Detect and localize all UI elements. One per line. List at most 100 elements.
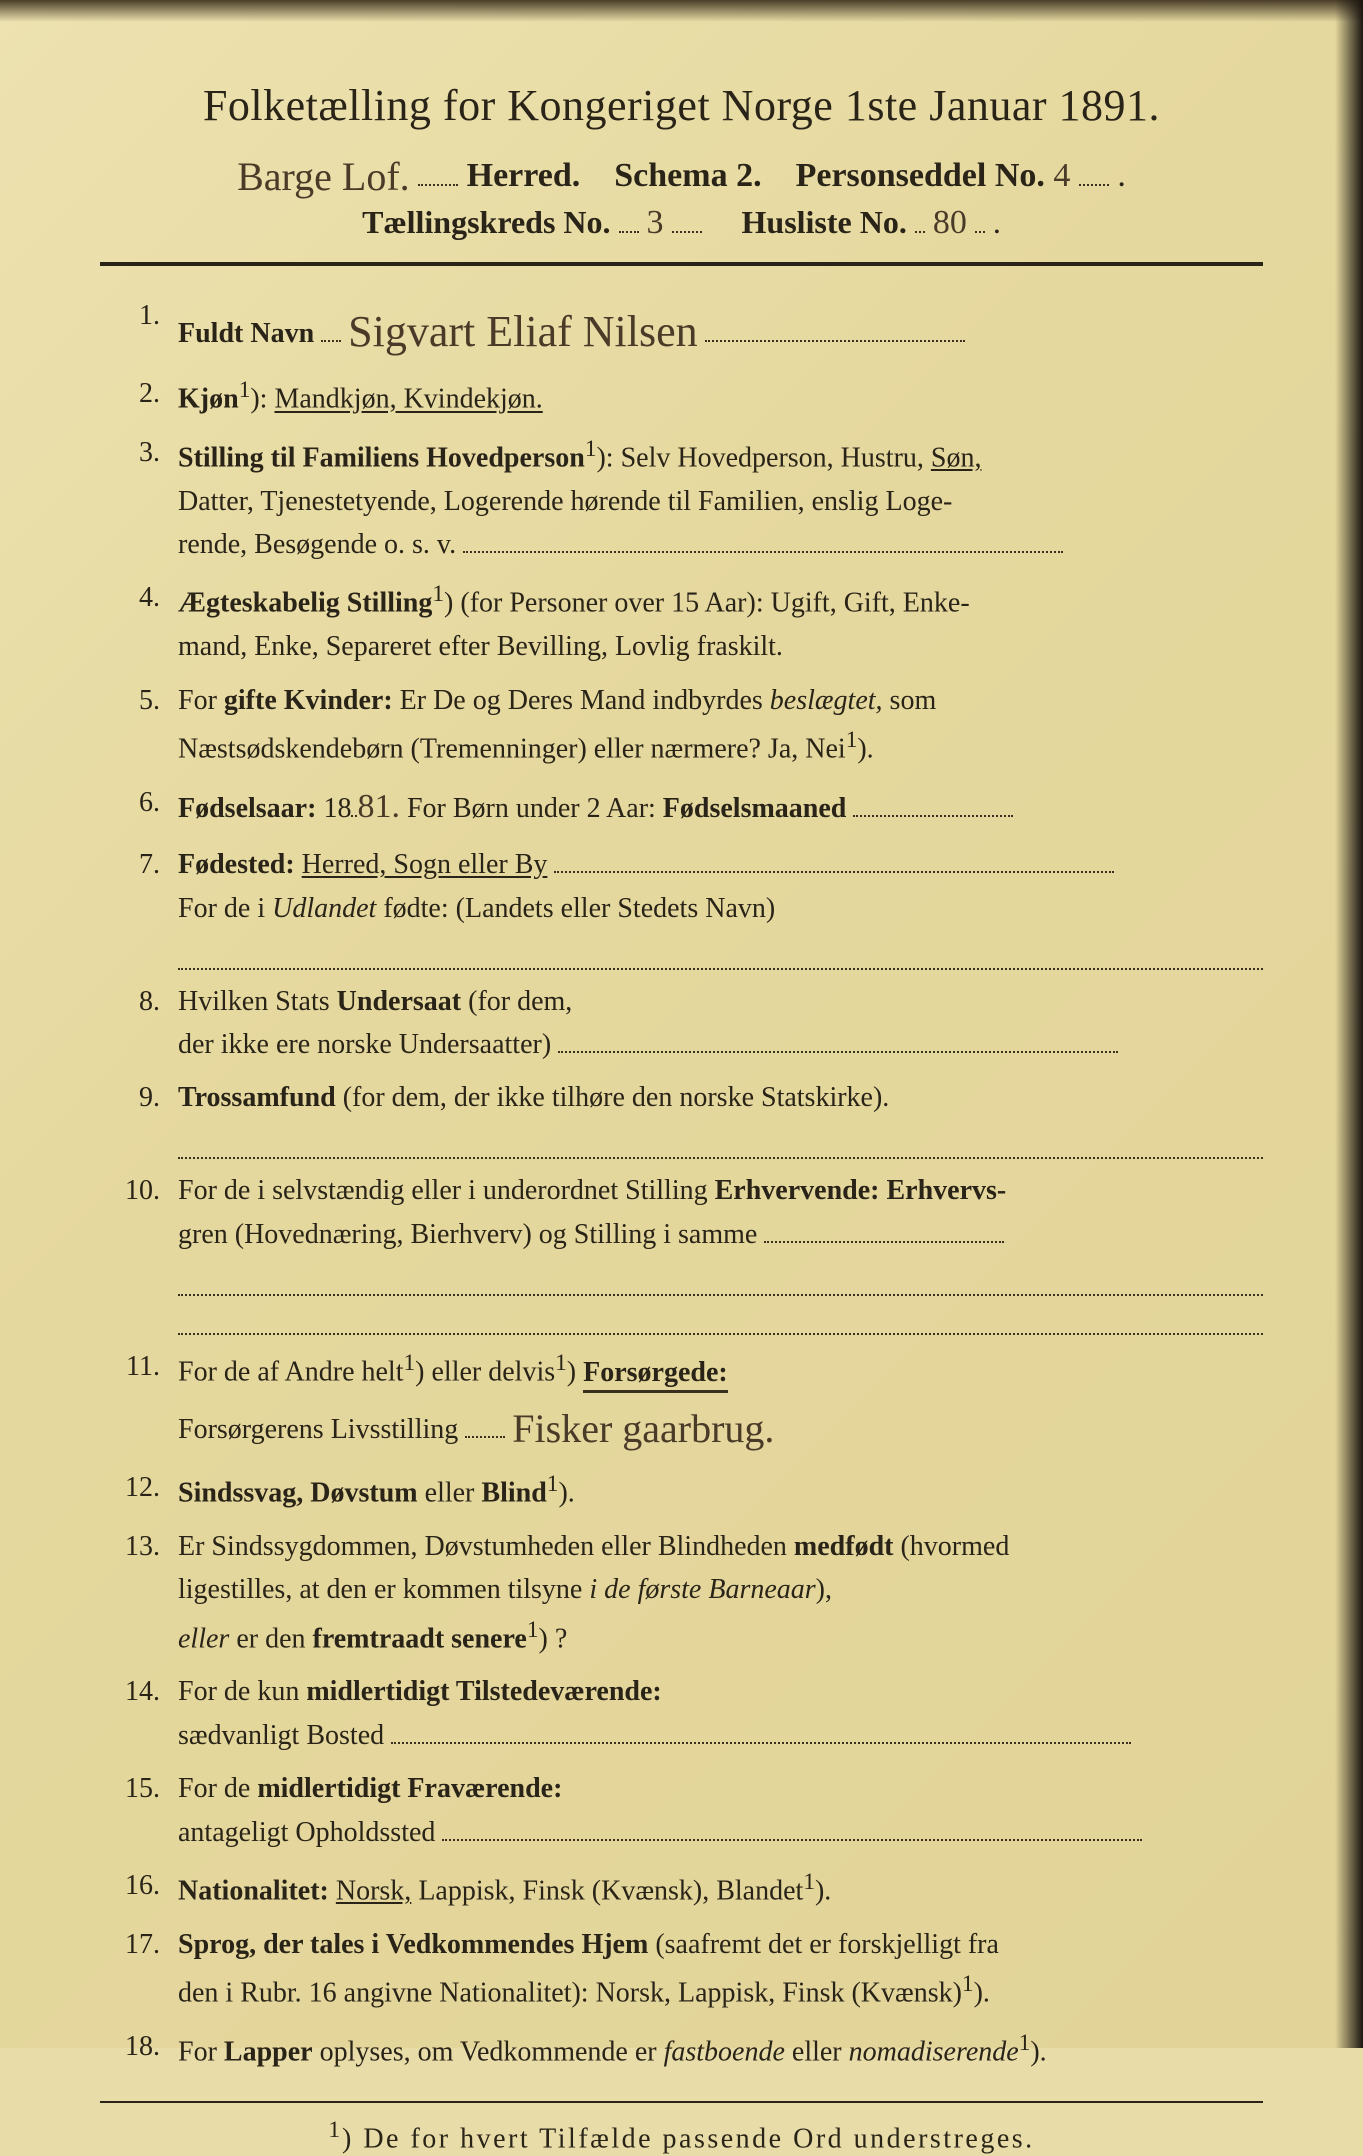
q12-label: Sindssvag, Døvstum bbox=[178, 1477, 418, 1508]
q14: For de kun midlertidigt Tilstedeværende:… bbox=[100, 1670, 1263, 1757]
dots bbox=[853, 796, 1013, 817]
q17-label: Sprog, der tales i Vedkommendes Hjem bbox=[178, 1929, 648, 1960]
dots bbox=[975, 209, 985, 233]
q11: For de af Andre helt1) eller delvis1) Fo… bbox=[100, 1345, 1263, 1456]
q6-year-prefix: 18 bbox=[323, 793, 351, 824]
q6-maaned-label: Fødselsmaaned bbox=[663, 793, 847, 824]
dots bbox=[764, 1222, 1004, 1243]
q15: For de midlertidigt Fraværende: antageli… bbox=[100, 1767, 1263, 1854]
dots bbox=[554, 852, 1114, 873]
q11-mid: ) eller delvis bbox=[415, 1357, 555, 1388]
q8: Hvilken Stats Undersaat (for dem, der ik… bbox=[100, 980, 1263, 1067]
q7-options: Herred, Sogn eller By bbox=[302, 849, 548, 880]
q11-fors: Forsørgede: bbox=[583, 1357, 728, 1393]
q18-rest2: eller bbox=[792, 2036, 849, 2067]
q2-label: Kjøn bbox=[178, 384, 239, 415]
q17-line2: den i Rubr. 16 angivne Nationalitet): No… bbox=[178, 1977, 962, 2008]
q1-label: Fuldt Navn bbox=[178, 318, 314, 349]
q10-erhv: Erhvervende: Erhvervs- bbox=[715, 1175, 1007, 1206]
q18: For Lapper oplyses, om Vedkommende er fa… bbox=[100, 2025, 1263, 2074]
divider-light bbox=[100, 2101, 1263, 2103]
q5-body: Er De og Deres Mand indbyrdes bbox=[400, 685, 770, 716]
q8-rest: (for dem, bbox=[468, 986, 572, 1017]
q7-udl-rest: fødte: (Landets eller Stedets Navn) bbox=[383, 893, 775, 924]
q9: Trossamfund (for dem, der ikke tilhøre d… bbox=[100, 1076, 1263, 1159]
q5-end: ). bbox=[857, 733, 873, 764]
herred-handwritten: Barge Lof. bbox=[237, 153, 410, 200]
q13-l3c: fremtraadt senere bbox=[313, 1623, 527, 1654]
q13-lead: Er Sindssygdommen, Døvstumheden eller Bl… bbox=[178, 1531, 794, 1562]
sup: 1 bbox=[1019, 2030, 1031, 2056]
q3-label: Stilling til Familiens Hovedperson bbox=[178, 442, 585, 473]
q12-rest: eller bbox=[425, 1477, 482, 1508]
dots bbox=[558, 1032, 1118, 1053]
census-form-page: Folketælling for Kongeriget Norge 1ste J… bbox=[0, 0, 1363, 2048]
sup: 1 bbox=[432, 581, 444, 607]
q11-line2-hand: Fisker gaarbrug. bbox=[512, 1398, 774, 1460]
q5-body3: Næstsødskendebørn (Tremenninger) eller n… bbox=[178, 733, 846, 764]
meta-line-2: Tællingskreds No. 3 Husliste No. 80 . bbox=[100, 204, 1263, 242]
q3-body3: rende, Besøgende o. s. v. bbox=[178, 529, 456, 560]
dots bbox=[672, 209, 702, 233]
q13-l3d: ) ? bbox=[539, 1623, 568, 1654]
page-edge-top bbox=[0, 0, 1363, 22]
question-list: Fuldt Navn Sigvart Eliaf Nilsen Kjøn1): … bbox=[100, 294, 1263, 2073]
dot-line bbox=[178, 1126, 1263, 1160]
fn-sup: 1 bbox=[328, 2117, 342, 2143]
herred-label: Herred. bbox=[467, 157, 581, 194]
dots bbox=[1079, 161, 1109, 187]
q16: Nationalitet: Norsk, Lappisk, Finsk (Kvæ… bbox=[100, 1864, 1263, 1913]
q13-l3a: eller bbox=[178, 1623, 229, 1654]
dots bbox=[418, 161, 458, 187]
q3: Stilling til Familiens Hovedperson1): Se… bbox=[100, 431, 1263, 567]
q9-rest: (for dem, der ikke tilhøre den norske St… bbox=[343, 1082, 890, 1113]
sup: 1 bbox=[239, 377, 251, 403]
form-title: Folketælling for Kongeriget Norge 1ste J… bbox=[100, 80, 1263, 131]
husliste-no: 80 bbox=[933, 204, 967, 241]
dots bbox=[705, 321, 965, 342]
dots bbox=[391, 1723, 1131, 1744]
q17-rest: (saafremt det er forskjelligt fra bbox=[655, 1929, 999, 1960]
q13-l3b: er den bbox=[236, 1623, 312, 1654]
husliste-label: Husliste No. bbox=[742, 204, 907, 240]
q15-line2: antageligt Opholdssted bbox=[178, 1817, 435, 1848]
q7: Fødested: Herred, Sogn eller By For de i… bbox=[100, 843, 1263, 969]
fn-text: ) De for hvert Tilfælde passende Ord und… bbox=[342, 2124, 1035, 2155]
q5: For gifte Kvinder: Er De og Deres Mand i… bbox=[100, 679, 1263, 771]
q14-line2: sædvanligt Bosted bbox=[178, 1720, 384, 1751]
q16-label: Nationalitet: bbox=[178, 1875, 329, 1906]
q13-medf: medfødt bbox=[794, 1531, 894, 1562]
q13-l2a: ligestilles, at den er kommen tilsyne bbox=[178, 1574, 589, 1605]
dot-line bbox=[178, 1302, 1263, 1336]
schema-label: Schema 2. bbox=[614, 157, 761, 194]
q7-label: Fødested: bbox=[178, 849, 295, 880]
dots bbox=[321, 321, 341, 342]
q10: For de i selvstændig eller i underordnet… bbox=[100, 1169, 1263, 1335]
q13-l2b: i de første Barneaar bbox=[589, 1574, 815, 1605]
dots bbox=[465, 1417, 505, 1438]
q14-label: midlertidigt Tilstedeværende: bbox=[306, 1676, 661, 1707]
page-edge-right bbox=[1335, 0, 1363, 2048]
q5-lead: For bbox=[178, 685, 224, 716]
dots bbox=[619, 209, 639, 233]
q16-rest: Lappisk, Finsk (Kvænsk), Blandet bbox=[418, 1875, 803, 1906]
sup: 1 bbox=[547, 1471, 559, 1497]
q17-end: ). bbox=[974, 1977, 990, 2008]
sup: 1 bbox=[846, 727, 858, 753]
q18-end: ). bbox=[1030, 2036, 1046, 2067]
q15-label: midlertidigt Fraværende: bbox=[257, 1773, 562, 1804]
sup: 1 bbox=[404, 1350, 416, 1376]
sup: 1 bbox=[555, 1350, 567, 1376]
q16-norsk: Norsk, bbox=[336, 1875, 411, 1906]
q10-line2: gren (Hovednæring, Bierhverv) og Stillin… bbox=[178, 1219, 757, 1250]
divider-heavy bbox=[100, 262, 1263, 266]
q5-body2: som bbox=[890, 685, 937, 716]
q18-lead: For bbox=[178, 2036, 224, 2067]
q4-body: (for Personer over 15 Aar): Ugift, Gift,… bbox=[460, 588, 969, 619]
q6-born-label: For Børn under 2 Aar: bbox=[407, 793, 663, 824]
q3-body2: Datter, Tjenestetyende, Logerende hørend… bbox=[178, 486, 952, 517]
q6-label: Fødselsaar: bbox=[178, 793, 316, 824]
footnote: 1) De for hvert Tilfælde passende Ord un… bbox=[100, 2117, 1263, 2155]
q12-end: ). bbox=[558, 1477, 574, 1508]
q6-year-hand: 81. bbox=[357, 788, 400, 825]
